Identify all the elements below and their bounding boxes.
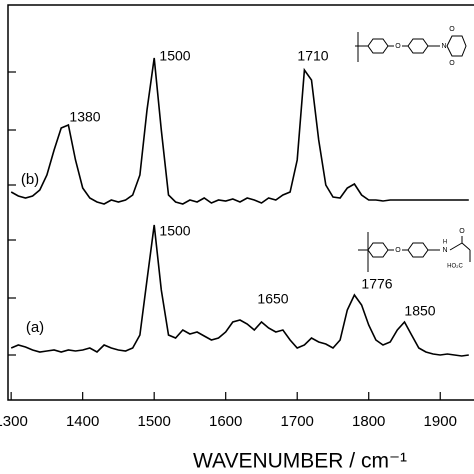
peak-label: 1500 <box>159 48 190 64</box>
peak-label: 1710 <box>297 48 328 64</box>
x-tick-label: 1300 <box>0 413 28 430</box>
atom-label: N <box>441 43 446 50</box>
x-tick-label: 1500 <box>137 413 170 430</box>
spectrum-line <box>10 57 469 205</box>
x-tick-label: 1800 <box>352 413 385 430</box>
atom-label: O <box>395 247 401 254</box>
x-axis-label: WAVENUMBER / cm⁻¹ <box>193 450 407 473</box>
atom-label: N <box>442 247 447 254</box>
spectrum-line <box>10 224 469 357</box>
peak-label: 1850 <box>404 303 435 319</box>
atom-label: HO₂C <box>447 264 463 270</box>
peak-label: 1650 <box>257 291 288 307</box>
atom-label: O <box>449 26 455 33</box>
series-label: (b) <box>21 171 39 188</box>
atom-label: O <box>449 60 455 67</box>
series-label: (a) <box>26 319 44 336</box>
peak-label: 1776 <box>361 276 392 292</box>
x-tick-label: 1600 <box>209 413 242 430</box>
structure-b <box>355 32 467 62</box>
x-tick-label: 1900 <box>424 413 457 430</box>
atom-label: O <box>395 43 401 50</box>
peak-label: 1380 <box>69 109 100 125</box>
frame <box>7 4 474 401</box>
peak-label: 1500 <box>159 223 190 239</box>
x-tick-label: 1700 <box>281 413 314 430</box>
atom-label: O <box>459 228 465 235</box>
atom-label: H <box>443 240 447 246</box>
structure-a <box>358 232 471 272</box>
x-tick-label: 1400 <box>66 413 99 430</box>
